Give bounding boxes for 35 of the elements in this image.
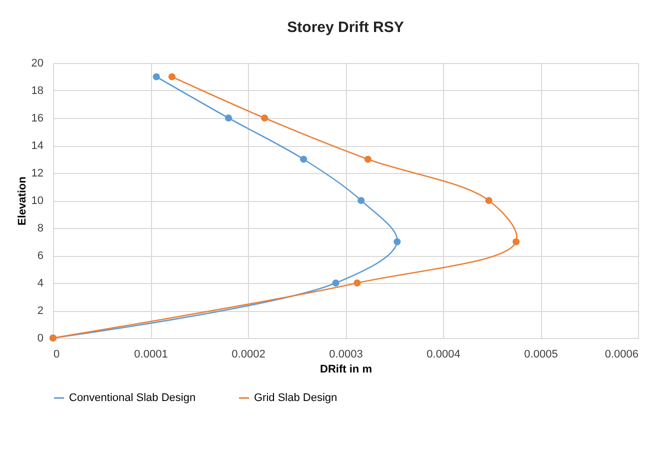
y-tick-label: 4: [37, 278, 44, 290]
point: [152, 73, 160, 80]
point: [394, 238, 401, 246]
y-tick-label: 0: [37, 332, 44, 344]
point: [485, 196, 492, 204]
point: [300, 156, 308, 163]
point: [358, 196, 365, 204]
point: [168, 73, 176, 80]
x-tick-label: 0.0001: [134, 348, 168, 360]
y-tick-label: 6: [37, 250, 44, 262]
y-tick-label: 10: [31, 195, 44, 207]
chart-title: Storey Drift RSY: [287, 19, 404, 36]
y-tick-label: 18: [31, 85, 44, 97]
x-tick-label: 0.0002: [232, 348, 266, 360]
legend-label: Grid Slab Design: [254, 392, 338, 404]
point: [512, 238, 520, 246]
y-tick-label: 14: [31, 140, 44, 152]
point: [354, 279, 361, 287]
point: [332, 279, 340, 287]
point: [364, 156, 372, 163]
x-tick-label: 0: [54, 348, 60, 360]
point: [261, 114, 268, 122]
x-tick-label: 0.0005: [524, 348, 558, 360]
y-tick-label: 2: [37, 305, 44, 317]
x-tick-label: 0.0003: [329, 348, 363, 360]
y-tick-label: 8: [37, 222, 44, 234]
y-tick-label: 16: [31, 112, 44, 124]
y-tick-label: 20: [31, 58, 44, 70]
x-tick-label: 0.0004: [426, 348, 460, 360]
y-axis-title: Elevation: [16, 176, 28, 226]
y-tick-label: 12: [31, 168, 44, 180]
x-axis-title: DRift in m: [320, 364, 372, 376]
point: [224, 114, 232, 122]
x-tick-label: 0.0006: [604, 348, 638, 360]
legend-label: Conventional Slab Design: [69, 392, 196, 404]
